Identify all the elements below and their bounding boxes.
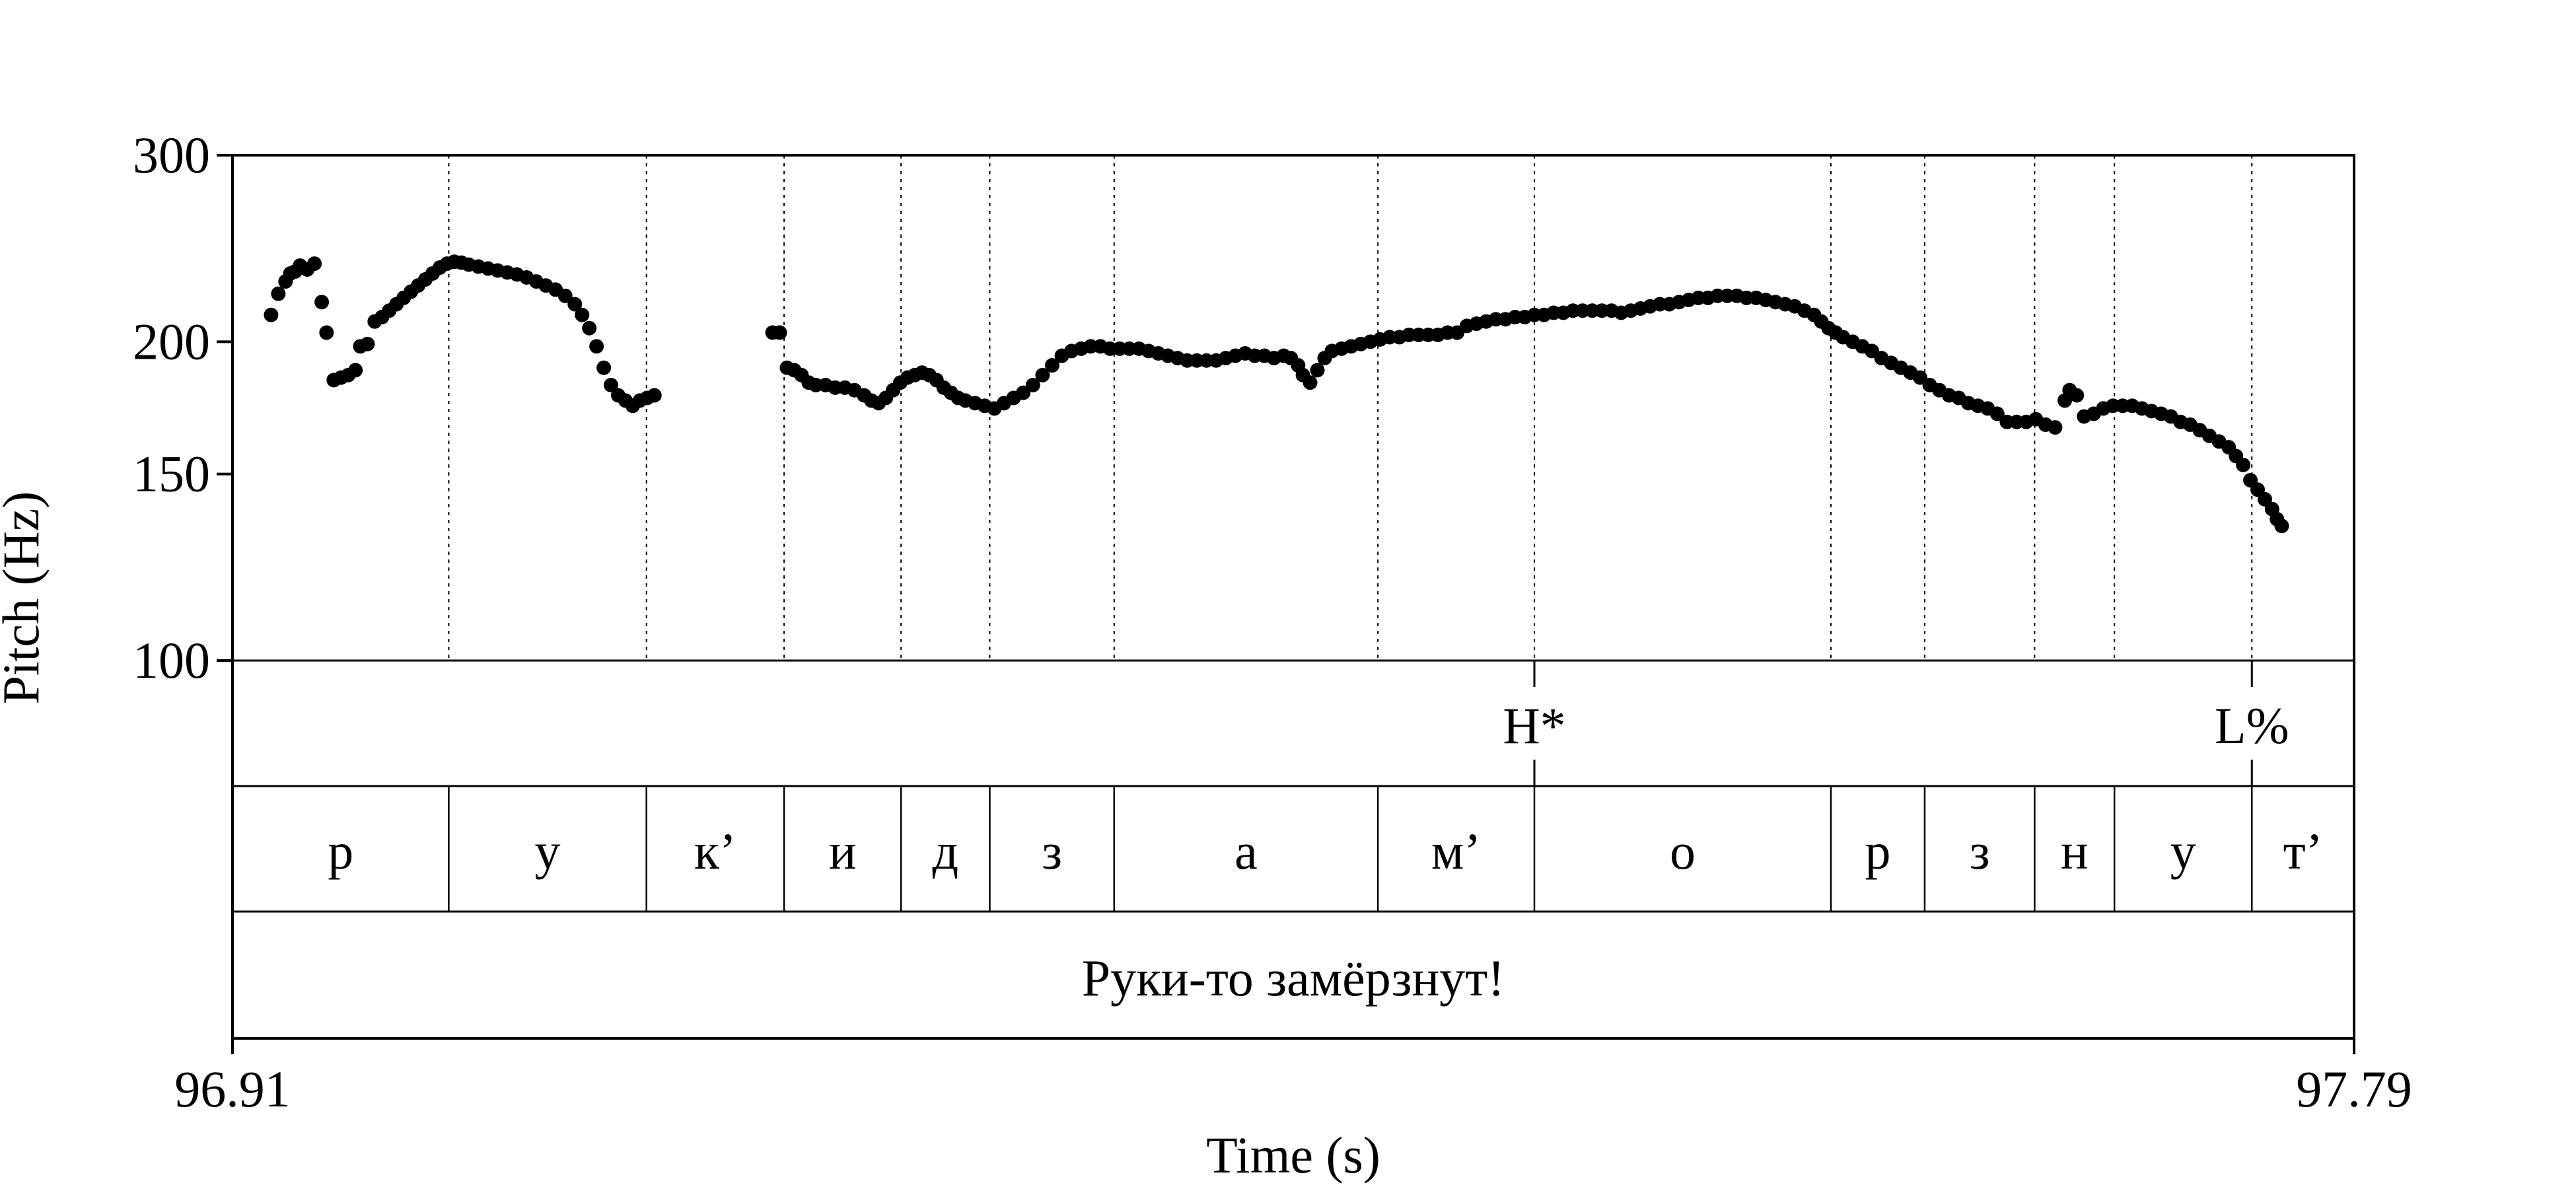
pitch-point	[647, 388, 662, 403]
plot-frame	[231, 154, 2355, 1040]
pitch-point	[1045, 358, 1059, 373]
pitch-points	[264, 254, 2289, 534]
pitch-point	[2048, 420, 2063, 435]
pitch-point	[1303, 375, 1318, 390]
segment-label: р	[1865, 822, 1890, 880]
y-tick-label: 300	[133, 126, 210, 184]
pitch-point	[589, 339, 604, 354]
segment-label: з	[1042, 822, 1062, 880]
pitch-point	[2236, 457, 2251, 472]
segment-label: м’	[1431, 822, 1481, 880]
segment-label: з	[1970, 822, 1990, 880]
pitch-point	[604, 378, 619, 393]
y-axis-title: Pitch (Hz)	[0, 491, 50, 705]
x-tick-label: 96.91	[174, 1060, 291, 1118]
y-tick-label: 150	[133, 445, 210, 503]
pitch-point	[271, 286, 286, 301]
pitch-point	[1025, 378, 1040, 393]
segment-label: р	[328, 822, 353, 880]
pitch-point	[264, 307, 279, 322]
pitch-point	[575, 307, 590, 322]
pitch-point	[1035, 367, 1050, 382]
pitch-point	[772, 325, 787, 340]
segment-label: д	[932, 822, 958, 880]
pitch-point	[348, 363, 363, 378]
segment-label: у	[535, 822, 561, 880]
segment-label: а	[1234, 822, 1258, 880]
pitch-point	[596, 360, 612, 375]
tone-label: H*	[1503, 697, 1565, 754]
segment-label: у	[2170, 822, 2196, 880]
annotation-tiers: H* L% р у к’ и д з а м’ о р з н у т’ Руки-то замёрзнут!	[328, 661, 2323, 1007]
utterance-label: Руки-то замёрзнут!	[1082, 949, 1505, 1007]
segment-label: и	[829, 822, 857, 880]
y-tick-label: 200	[133, 312, 210, 370]
pitch-point	[319, 325, 334, 340]
segment-label: о	[1670, 822, 1696, 880]
pitch-point	[2274, 519, 2289, 534]
pitch-point	[582, 320, 597, 336]
x-axis-title: Time (s)	[1206, 1126, 1380, 1184]
y-tick-label: 100	[133, 631, 210, 689]
plot-border	[231, 154, 2355, 1040]
pitch-point	[557, 288, 573, 303]
pitch-point	[567, 297, 583, 312]
segment-label: н	[2061, 822, 2089, 880]
pitch-point	[307, 256, 322, 271]
pitch-point	[314, 295, 330, 310]
x-axis: 96.91 97.79	[174, 1038, 2412, 1118]
pitch-point	[2069, 388, 2085, 403]
pitch-point	[1989, 406, 2005, 421]
x-tick-label: 97.79	[2296, 1060, 2412, 1118]
segment-label: к’	[694, 822, 736, 880]
segment-label: т’	[2283, 822, 2323, 880]
y-axis: 100 150 200 300	[133, 126, 233, 689]
segment-boundaries	[448, 155, 2253, 661]
pitch-point	[360, 336, 375, 351]
pitch-point	[1310, 363, 1325, 378]
tone-label: L%	[2215, 697, 2289, 754]
